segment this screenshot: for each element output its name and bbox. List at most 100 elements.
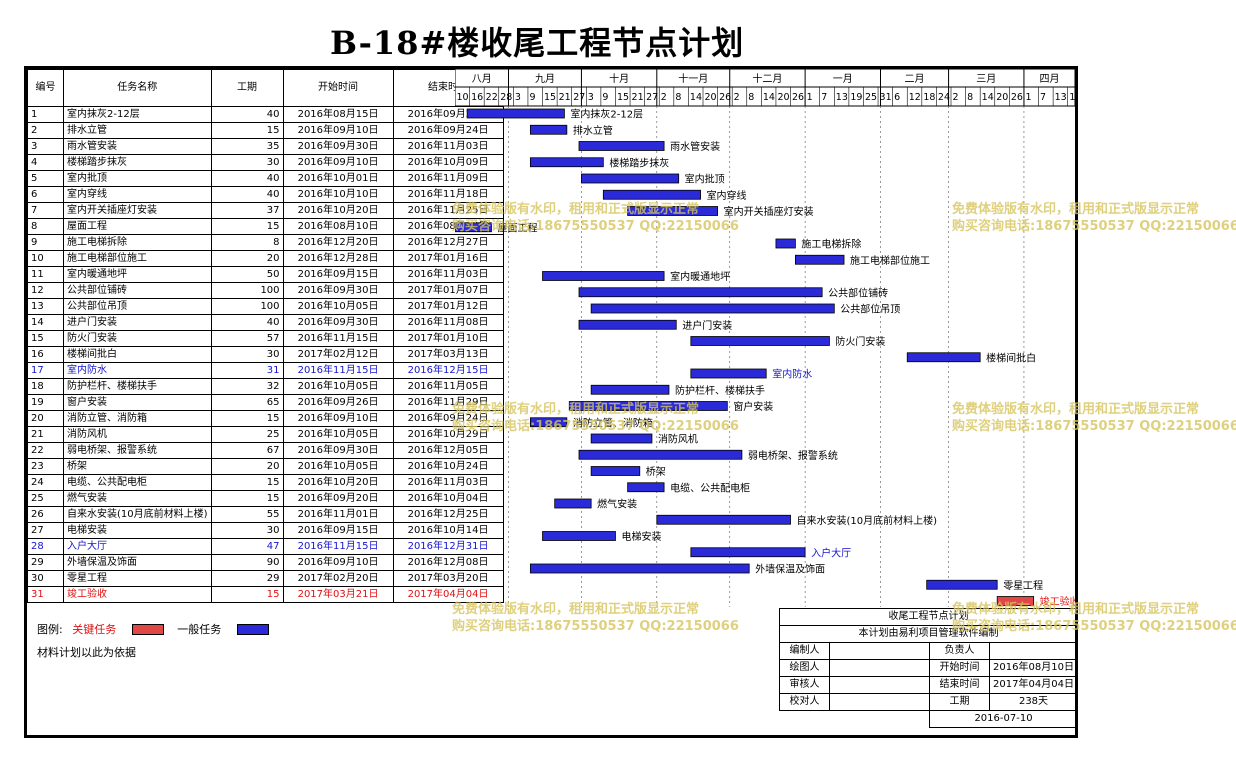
task-start: 2016年10月05日 — [282, 458, 394, 475]
task-name: 楼梯踏步抹灰 — [63, 154, 212, 171]
gantt-bar — [627, 482, 665, 493]
task-name: 施工电梯部位施工 — [63, 250, 212, 267]
info-start-label: 开始时间 — [929, 659, 990, 677]
day-tick-label: 26 — [1011, 92, 1023, 103]
gantt-bar-label: 室内暖通地坪 — [670, 270, 730, 283]
task-start: 2016年11月15日 — [282, 538, 394, 555]
task-name: 排水立管 — [63, 122, 212, 139]
gantt-bar-label: 电缆、公共配电柜 — [670, 481, 750, 494]
task-start: 2016年08月15日 — [282, 106, 394, 123]
task-id: 22 — [27, 442, 64, 459]
task-id: 4 — [27, 154, 64, 171]
table-row: 7 室内开关插座灯安装 37 2016年10月20日 2016年11月25日 — [27, 202, 504, 219]
info-date: 2016-07-10 — [929, 710, 1078, 728]
day-tick-label: 26 — [792, 92, 804, 103]
watermark-4: 免费体验版有水印，租用和正式版显示正常 购买咨询电话:18675550537 Q… — [952, 401, 1236, 435]
gantt-bar — [581, 173, 680, 184]
task-name: 电梯安装 — [63, 522, 212, 539]
day-tick-label: 27 — [573, 92, 585, 103]
task-start: 2016年09月10日 — [282, 410, 394, 427]
gantt-frame: 编号 任务名称 工期 开始时间 结束时间 1 室内抹灰2-12层 40 2016年08… — [24, 66, 1078, 738]
task-start: 2016年10月20日 — [282, 202, 394, 219]
info-duration-label: 工期 — [929, 693, 990, 711]
task-start: 2016年09月20日 — [282, 490, 394, 507]
watermark-4-line1: 免费体验版有水印，租用和正式版显示正常 — [952, 402, 1200, 417]
info-owner: 负责人 — [929, 642, 990, 660]
gantt-bar — [529, 563, 750, 574]
info-editor: 编制人 — [779, 642, 830, 660]
day-tick-label: 26 — [719, 92, 731, 103]
task-id: 20 — [27, 410, 64, 427]
task-name: 室内抹灰2-12层 — [63, 106, 212, 123]
task-duration: 67 — [210, 442, 284, 459]
task-name: 屋面工程 — [63, 218, 212, 235]
day-tick-label: 2 — [953, 92, 959, 103]
gantt-bar-label: 窗户安装 — [733, 400, 773, 413]
task-end: 2017年04月04日 — [392, 586, 504, 603]
task-name: 自来水安装(10月底前材料上楼) — [63, 506, 212, 523]
table-row: 26 自来水安装(10月底前材料上楼) 55 2016年11月01日 2016年12月2… — [27, 506, 504, 523]
task-start: 2016年10月20日 — [282, 474, 394, 491]
table-row: 15 防火门安装 57 2016年11月15日 2017年01月10日 — [27, 330, 504, 347]
gantt-bar — [590, 303, 835, 314]
gantt-bar-label: 桥架 — [646, 466, 666, 478]
task-id: 6 — [27, 186, 64, 203]
watermark-1: 免费体验版有水印，租用和正式版显示正常 购买咨询电话:18675550537 Q… — [452, 201, 739, 235]
task-name: 室内批顶 — [63, 170, 212, 187]
gantt-bar-label: 电梯安装 — [621, 530, 661, 543]
task-duration: 100 — [210, 282, 284, 299]
legend-normal-swatch — [236, 623, 269, 635]
task-start: 2016年10月05日 — [282, 378, 394, 395]
task-duration: 65 — [210, 394, 284, 411]
gantt-bar-label: 进户门安装 — [682, 319, 732, 332]
gantt-bar-label: 施工电梯部位施工 — [850, 254, 930, 267]
info-start-value: 2016年08月10日 — [989, 659, 1078, 677]
task-id: 9 — [27, 234, 64, 251]
gantt-bar-label: 公共部位铺砖 — [828, 286, 888, 299]
task-start: 2016年09月30日 — [282, 282, 394, 299]
material-note: 材料计划以此为依据 — [37, 646, 136, 659]
gantt-bar-label: 楼梯间批白 — [986, 351, 1036, 364]
task-duration: 15 — [210, 122, 284, 139]
gantt-bar-label: 燃气安装 — [597, 498, 637, 511]
day-tick-label: 24 — [938, 92, 950, 103]
task-id: 23 — [27, 458, 64, 475]
header-id: 编号 — [27, 69, 64, 107]
task-id: 16 — [27, 346, 64, 363]
watermark-2-line2: 购买咨询电话:18675550537 QQ:22150066 — [952, 219, 1236, 234]
header-duration: 工期 — [210, 69, 284, 107]
gantt-bar — [529, 157, 604, 168]
day-tick-label: 6 — [894, 92, 900, 103]
day-tick-label: 1 — [1025, 92, 1031, 103]
task-duration: 31 — [210, 362, 284, 379]
gantt-bar-label: 室内防水 — [772, 368, 812, 381]
month-label: 四月 — [1039, 73, 1059, 85]
day-tick-label: 12 — [909, 92, 921, 103]
gantt-bar — [906, 352, 981, 363]
day-tick-label: 8 — [748, 92, 754, 103]
legend-critical-swatch — [131, 623, 164, 635]
gantt-bar — [775, 238, 796, 249]
table-row: 31 竣工验收 15 2017年03月21日 2017年04月04日 — [27, 586, 504, 603]
info-owner-value — [989, 642, 1078, 660]
task-duration: 47 — [210, 538, 284, 555]
task-name: 防火门安装 — [63, 330, 212, 347]
table-row: 20 消防立管、消防箱 15 2016年09月10日 2016年09月24日 — [27, 410, 504, 427]
day-tick-label: 22 — [486, 92, 498, 103]
task-name: 燃气安装 — [63, 490, 212, 507]
task-duration: 40 — [210, 106, 284, 123]
day-tick-label: 9 — [529, 92, 535, 103]
gantt-bar-label: 施工电梯拆除 — [801, 238, 861, 251]
gantt-bar-label: 消防立管、消防箱 — [573, 416, 653, 429]
task-start: 2016年10月05日 — [282, 426, 394, 443]
month-label: 九月 — [535, 73, 555, 85]
gantt-bar-label: 入户大厅 — [811, 546, 851, 559]
table-row: 19 窗户安装 65 2016年09月26日 2016年11月29日 — [27, 394, 504, 411]
gantt-bar — [602, 189, 701, 200]
task-id: 18 — [27, 378, 64, 395]
task-id: 13 — [27, 298, 64, 315]
task-start: 2016年09月30日 — [282, 442, 394, 459]
task-start: 2017年03月21日 — [282, 586, 394, 603]
task-table-body: 1 室内抹灰2-12层 40 2016年08月15日 2016年09月23日 2 排水立管 1… — [27, 106, 504, 603]
task-duration: 90 — [210, 554, 284, 571]
